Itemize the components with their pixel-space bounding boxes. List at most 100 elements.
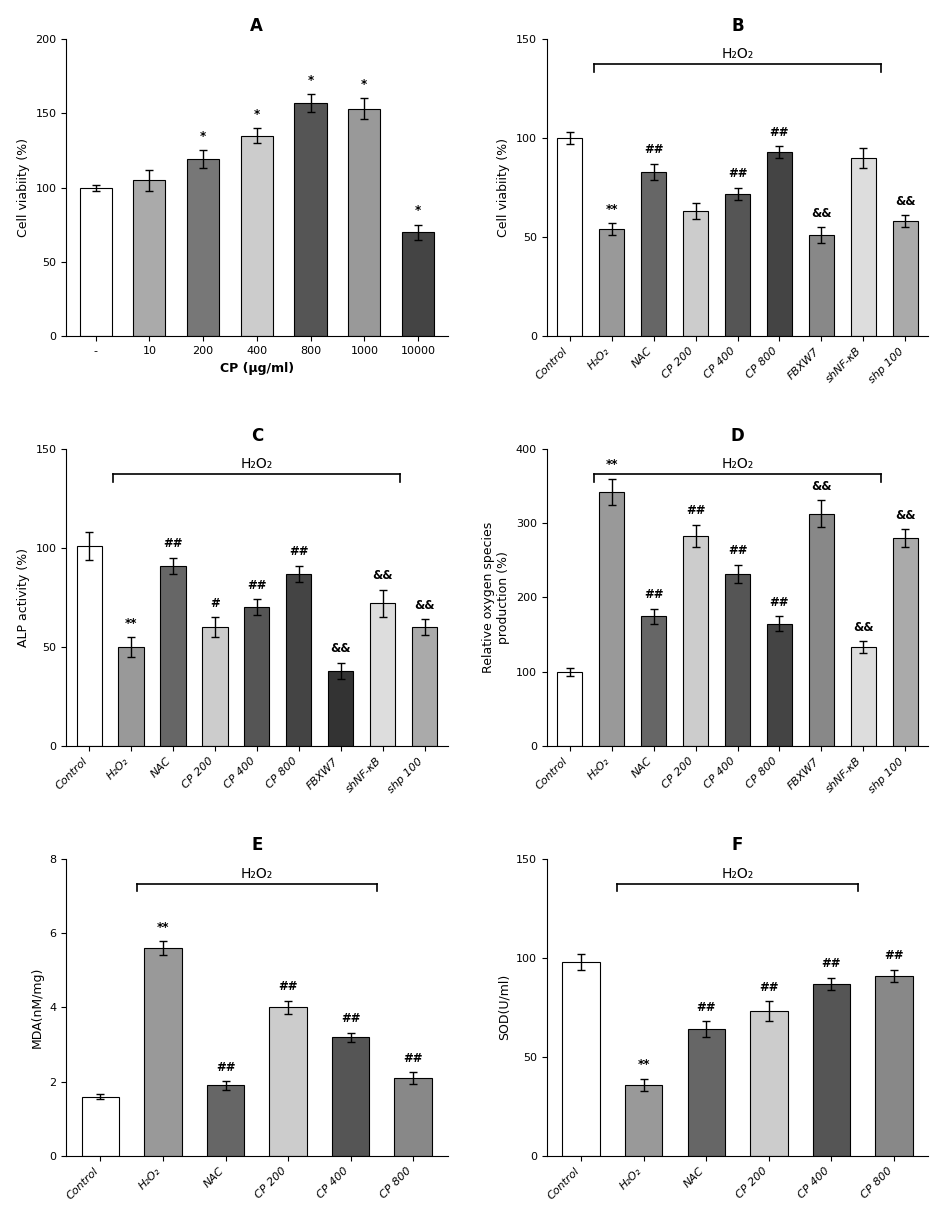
Bar xyxy=(874,976,912,1156)
Bar xyxy=(331,1037,369,1156)
Bar xyxy=(81,1096,119,1156)
Text: **: ** xyxy=(125,616,137,630)
Text: &&: && xyxy=(894,509,915,521)
Text: &&: && xyxy=(810,207,831,219)
Text: ##: ## xyxy=(758,980,778,994)
Text: &&: && xyxy=(852,621,872,633)
Text: ##: ## xyxy=(727,167,747,180)
Text: *: * xyxy=(200,130,206,143)
Bar xyxy=(640,616,666,747)
Bar xyxy=(767,624,791,747)
Bar xyxy=(624,1085,662,1156)
X-axis label: CP (μg/ml): CP (μg/ml) xyxy=(220,362,294,374)
Bar xyxy=(295,102,327,336)
Text: *: * xyxy=(361,78,367,91)
Text: ##: ## xyxy=(727,544,747,558)
Bar xyxy=(394,1078,431,1156)
Bar xyxy=(79,188,111,336)
Text: ##: ## xyxy=(278,980,297,993)
Bar xyxy=(370,603,395,747)
Bar xyxy=(133,180,165,336)
Bar xyxy=(724,194,750,336)
Title: B: B xyxy=(731,17,743,34)
Text: ##: ## xyxy=(820,957,840,971)
Text: H₂O₂: H₂O₂ xyxy=(241,457,273,471)
Title: A: A xyxy=(250,17,263,34)
Y-axis label: Cell viabiity (%): Cell viabiity (%) xyxy=(17,138,29,238)
Text: H₂O₂: H₂O₂ xyxy=(720,48,753,61)
Text: ##: ## xyxy=(769,125,788,139)
Text: **: ** xyxy=(637,1058,649,1072)
Bar xyxy=(892,222,917,336)
Text: H₂O₂: H₂O₂ xyxy=(241,867,273,881)
Text: &&: && xyxy=(330,642,350,655)
Bar xyxy=(207,1085,244,1156)
Y-axis label: Relative oxygen species
production (%): Relative oxygen species production (%) xyxy=(481,521,510,674)
Text: #: # xyxy=(210,597,220,610)
Bar xyxy=(640,172,666,336)
Title: C: C xyxy=(250,426,262,445)
Bar xyxy=(557,672,582,747)
Bar xyxy=(160,566,185,747)
Text: ##: ## xyxy=(643,144,663,156)
Bar xyxy=(767,152,791,336)
Text: ##: ## xyxy=(341,1012,360,1026)
Bar xyxy=(892,538,917,747)
Text: H₂O₂: H₂O₂ xyxy=(720,457,753,471)
Bar xyxy=(269,1007,307,1156)
Bar xyxy=(241,135,273,336)
Bar xyxy=(118,647,143,747)
Bar xyxy=(683,536,707,747)
Text: *: * xyxy=(307,73,313,86)
Bar xyxy=(808,514,834,747)
Bar xyxy=(202,627,228,747)
Y-axis label: Cell viabiity (%): Cell viabiity (%) xyxy=(497,138,510,238)
Text: &&: && xyxy=(894,195,915,208)
Bar xyxy=(144,948,181,1156)
Bar xyxy=(187,160,219,336)
Y-axis label: ALP activity (%): ALP activity (%) xyxy=(17,548,30,647)
Title: D: D xyxy=(730,426,744,445)
Bar xyxy=(598,229,624,336)
Text: ##: ## xyxy=(643,588,663,602)
Bar xyxy=(850,158,875,336)
Text: ##: ## xyxy=(163,537,182,551)
Text: &&: && xyxy=(413,599,434,611)
Y-axis label: SOD(U/ml): SOD(U/ml) xyxy=(497,974,510,1040)
Bar xyxy=(286,574,311,747)
Text: ##: ## xyxy=(289,546,308,558)
Bar xyxy=(412,627,437,747)
Text: ##: ## xyxy=(403,1052,423,1065)
Text: ##: ## xyxy=(685,504,704,518)
Bar xyxy=(244,608,269,747)
Bar xyxy=(401,233,433,336)
Bar xyxy=(683,212,707,336)
Bar xyxy=(557,138,582,336)
Bar xyxy=(76,546,102,747)
Bar xyxy=(812,984,850,1156)
Title: E: E xyxy=(251,837,262,854)
Text: **: ** xyxy=(605,458,617,471)
Text: ##: ## xyxy=(246,579,266,592)
Bar xyxy=(347,108,380,336)
Bar xyxy=(687,1029,724,1156)
Y-axis label: MDA(nM/mg): MDA(nM/mg) xyxy=(30,967,43,1047)
Bar xyxy=(328,671,353,747)
Bar xyxy=(750,1011,786,1156)
Bar xyxy=(850,647,875,747)
Text: H₂O₂: H₂O₂ xyxy=(720,867,753,881)
Bar xyxy=(808,235,834,336)
Title: F: F xyxy=(731,837,742,854)
Text: &&: && xyxy=(372,569,393,582)
Text: &&: && xyxy=(810,480,831,493)
Text: *: * xyxy=(414,205,421,217)
Text: ##: ## xyxy=(215,1061,235,1073)
Text: ##: ## xyxy=(769,596,788,609)
Text: ##: ## xyxy=(696,1001,716,1013)
Text: *: * xyxy=(253,107,260,121)
Text: **: ** xyxy=(605,203,617,216)
Bar xyxy=(562,962,599,1156)
Text: ##: ## xyxy=(884,949,902,962)
Text: **: ** xyxy=(157,921,169,934)
Bar xyxy=(598,492,624,747)
